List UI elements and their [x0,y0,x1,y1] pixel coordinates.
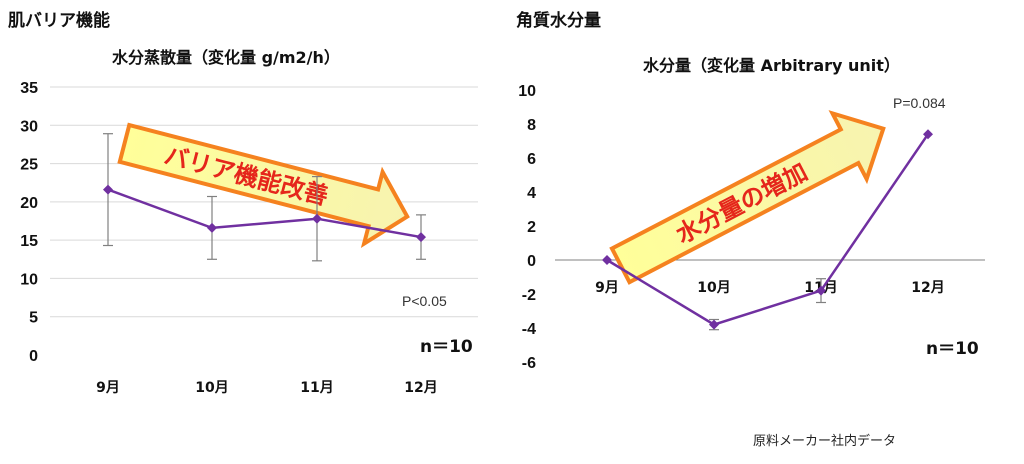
right-y-tick-label: 8 [527,117,536,134]
left-y-tick-label: 5 [29,310,38,327]
right-y-tick-label: -6 [522,355,536,372]
source-note: 原料メーカー社内データ [753,434,897,449]
right-series-line [606,133,930,326]
left-y-tick-label: 25 [20,157,38,174]
right-data-point [816,285,826,296]
left-panel-heading: 肌バリア機能 [8,11,110,31]
right-data-point [923,129,933,140]
left-p-value: P<0.05 [402,293,447,309]
right-x-category-label: 9月 [595,280,619,296]
left-data-point [416,232,426,243]
right-y-tick-label: 4 [527,185,536,202]
right-data-point [709,319,719,330]
left-data-point [312,213,322,224]
left-chart: 0 5 10 15 20 25 30 35 9月 10月 11月 12月 バリア機能改善 P<0.0… [20,80,478,396]
right-y-tick-label: 2 [527,219,536,236]
left-y-tick-label: 20 [20,195,38,212]
right-y-tick-label: -4 [522,321,536,338]
right-y-tick-label: 10 [518,83,536,100]
right-p-value: P=0.084 [893,95,946,111]
left-improvement-arrow: バリア機能改善 [117,122,410,248]
right-x-category-label: 12月 [911,280,944,296]
left-y-tick-label: 30 [20,118,38,135]
left-x-category-label: 11月 [300,380,333,396]
left-data-point [207,222,217,233]
right-y-tick-label: 6 [527,151,536,168]
right-y-tick-label: -2 [522,287,536,304]
right-arrow-label: 水分量の増加 [671,158,812,249]
right-x-category-label: 10月 [697,280,730,296]
left-n-label: n＝10 [420,337,473,357]
left-y-tick-label: 15 [20,233,38,250]
left-y-tick-label: 0 [29,348,38,365]
left-y-tick-label: 35 [20,80,38,97]
left-x-category-label: 10月 [195,380,228,396]
right-data-point [602,255,612,265]
left-data-point [103,184,113,195]
left-y-tick-label: 10 [20,271,38,288]
left-series-line [107,188,422,239]
right-increase-arrow: 水分量の増加 [609,110,886,285]
left-chart-title: 水分蒸散量（変化量 g/m2/h） [112,48,340,67]
right-panel-heading: 角質水分量 [516,11,601,31]
right-y-tick-label: 0 [527,253,536,270]
right-chart-title: 水分量（変化量 Arbitrary unit） [643,56,900,75]
left-x-category-label: 9月 [96,380,120,396]
left-x-category-label: 12月 [404,380,437,396]
right-n-label: n＝10 [926,339,979,359]
